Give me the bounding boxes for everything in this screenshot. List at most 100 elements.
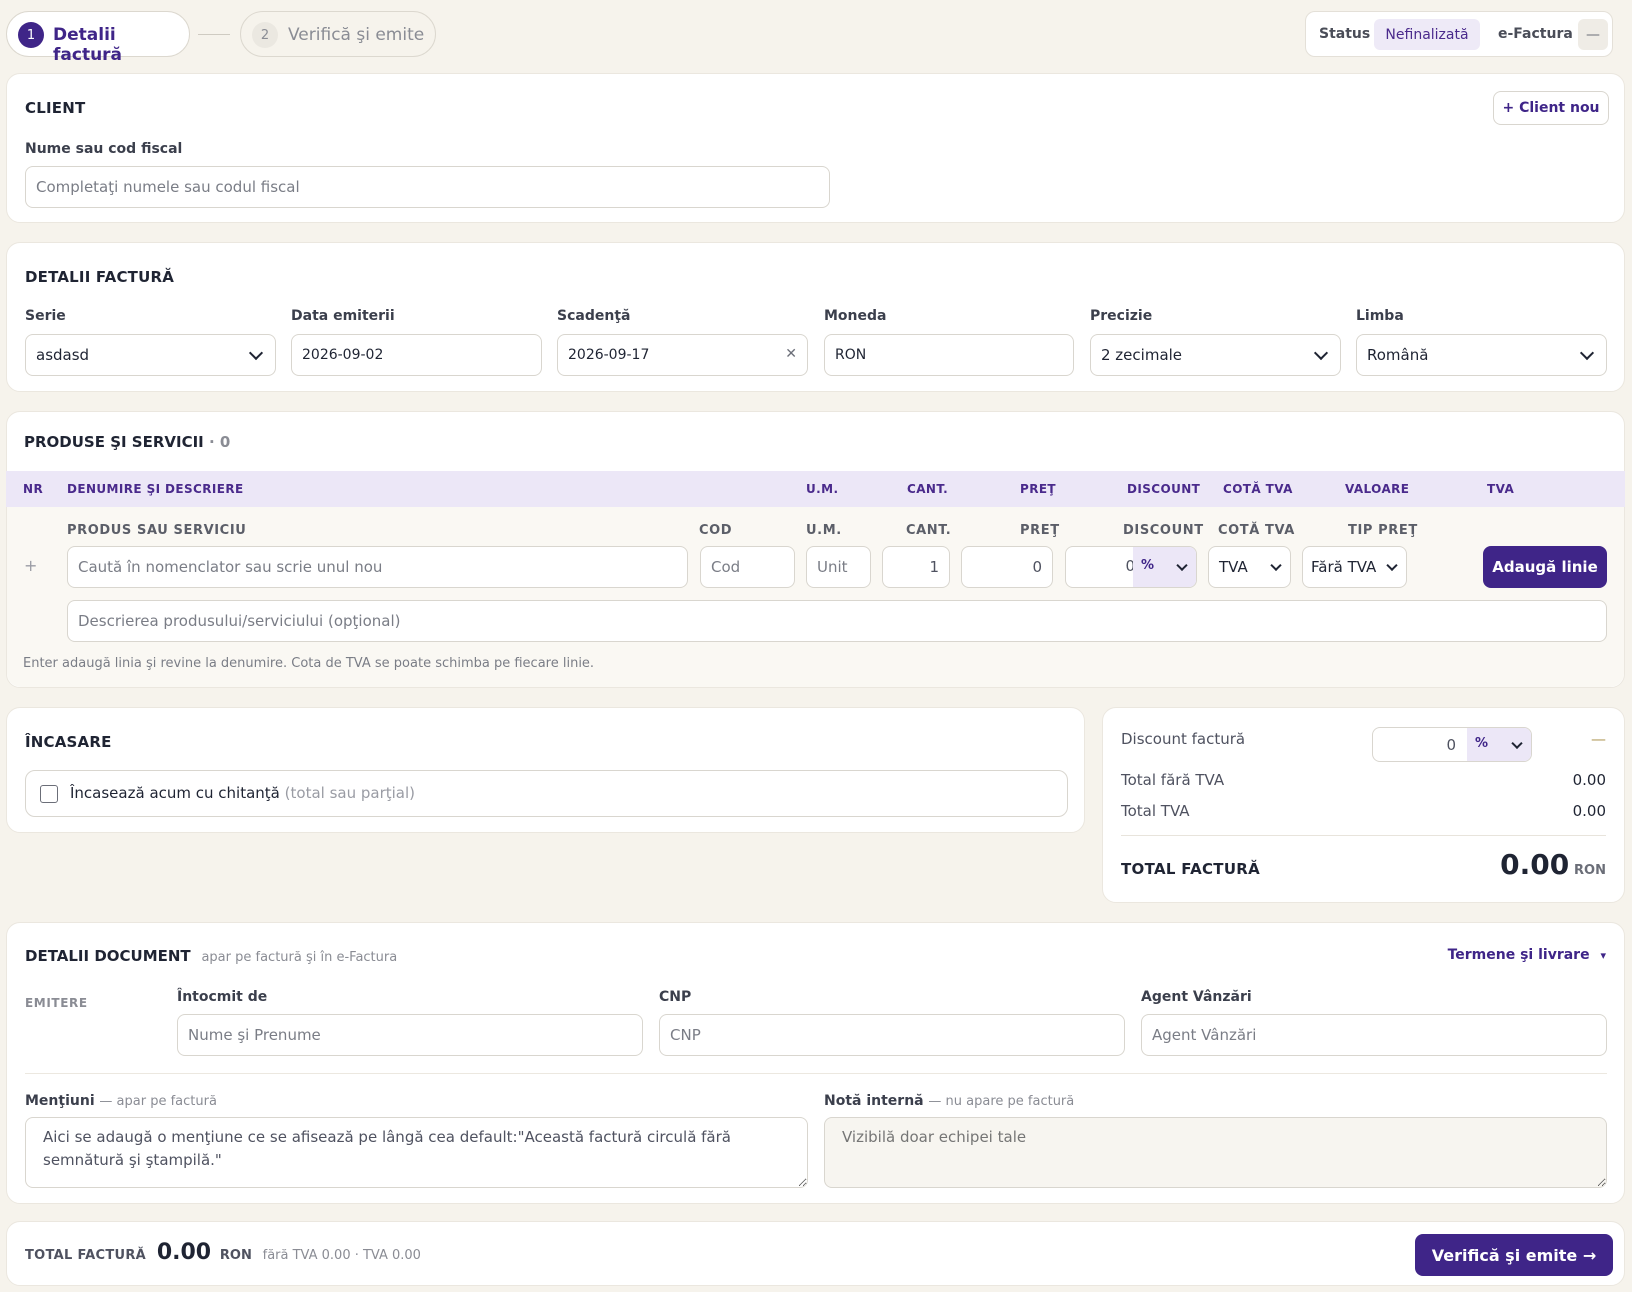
vat-total-value: 0.00 (1572, 802, 1606, 820)
serie-label: Serie (25, 308, 66, 324)
products-hint: Enter adaugă linia şi revine la denumire… (23, 656, 595, 671)
price-type-select[interactable]: Fără TVA (1302, 546, 1407, 588)
qty-input[interactable]: 1 (882, 546, 950, 588)
internal-note-label: Notă internă — nu apare pe factură (824, 1091, 1074, 1109)
payment-title: ÎNCASARE (25, 733, 112, 751)
add-line-button[interactable]: Adaugă linie (1483, 546, 1607, 588)
mentions-textarea[interactable]: Aici se adaugă o menţiune ce se afisează… (25, 1117, 808, 1188)
entry-col-discount: DISCOUNT (1123, 523, 1204, 538)
discount-input[interactable]: 0 % (1065, 546, 1197, 588)
entry-col-product: PRODUS SAU SERVICIU (67, 523, 247, 538)
mentions-label-text: Menţiuni (25, 1093, 95, 1109)
col-price: PREŢ (1020, 482, 1057, 496)
step-2-tab[interactable]: 2 Verifică şi emite (240, 11, 436, 57)
um-input[interactable]: Unit (806, 546, 871, 588)
subtotal-value: 0.00 (1572, 771, 1606, 789)
cnp-input[interactable]: CNP (659, 1014, 1125, 1056)
language-select[interactable]: Română (1356, 334, 1607, 376)
receipt-checkbox[interactable] (40, 785, 58, 803)
totals-divider (1121, 835, 1606, 836)
chevron-down-icon (1579, 345, 1595, 361)
price-input[interactable]: 0 (961, 546, 1053, 588)
invoice-discount-input[interactable]: 0 % (1372, 727, 1532, 762)
verify-and-issue-button[interactable]: Verifică şi emite → (1415, 1234, 1613, 1276)
vat-rate-value: TVA (1219, 558, 1248, 576)
chevron-down-icon (1270, 559, 1282, 572)
entry-col-price: PREŢ (1020, 523, 1060, 538)
receipt-option[interactable]: Încasează acum cu chitanţă (total sau pa… (25, 770, 1068, 817)
cnp-label: CNP (659, 989, 692, 1005)
serie-value: asdasd (36, 346, 90, 364)
grand-total: 0.00 RON (1500, 848, 1606, 881)
emitere-label: EMITERE (25, 996, 88, 1010)
document-title-text: DETALII DOCUMENT (25, 947, 191, 965)
client-title: CLIENT (25, 99, 86, 117)
col-vat: TVA (1487, 482, 1515, 496)
step-1-label: Detalii factură (53, 25, 123, 65)
footer-currency: RON (219, 1248, 252, 1263)
invoice-discount-unit-select[interactable] (1467, 728, 1531, 761)
products-title: PRODUSE ŞI SERVICII · 0 (24, 433, 230, 451)
issue-date-input[interactable]: 2026-09-02 (291, 334, 542, 376)
clear-icon[interactable]: ✕ (785, 346, 797, 362)
invoice-discount-label: Discount factură (1121, 730, 1246, 748)
entry-col-price-type: TIP PREŢ (1348, 523, 1418, 538)
footer-breakdown: fără TVA 0.00 · TVA 0.00 (262, 1248, 421, 1263)
currency-value: RON (835, 347, 867, 363)
step-2-number: 2 (252, 22, 278, 48)
step-connector (198, 34, 230, 35)
invoice-details-card: DETALII FACTURĂ Serie asdasd Data emiter… (6, 242, 1625, 392)
document-title: DETALII DOCUMENT apar pe factură şi în e… (25, 947, 397, 965)
grand-total-value: 0.00 (1500, 848, 1570, 881)
terms-delivery-toggle[interactable]: Termene şi livrare ▾ (1448, 947, 1606, 963)
totals-card: Discount factură 0 % — Total fără TVA 0.… (1102, 707, 1625, 903)
step-1-tab[interactable]: 1 Detalii factură (6, 11, 190, 65)
precision-label: Precizie (1090, 308, 1153, 324)
col-name: DENUMIRE ŞI DESCRIERE (67, 482, 244, 496)
currency-label: Moneda (824, 308, 887, 324)
col-um: U.M. (806, 482, 839, 496)
client-card: CLIENT + Client nou Nume sau cod fiscal … (6, 73, 1625, 223)
precision-value: 2 zecimale (1101, 346, 1183, 364)
discount-value: 0 (1125, 557, 1135, 575)
due-date-value: 2026-09-17 (568, 347, 650, 363)
payment-card: ÎNCASARE Încasează acum cu chitanţă (tot… (6, 707, 1085, 833)
client-search-input[interactable]: Completaţi numele sau codul fiscal (25, 166, 830, 208)
receipt-checkbox-label: Încasează acum cu chitanţă (total sau pa… (70, 784, 415, 802)
price-type-value: Fără TVA (1311, 558, 1377, 576)
discount-unit: % (1141, 558, 1155, 573)
vat-rate-select[interactable]: TVA (1208, 546, 1291, 588)
client-field-label: Nume sau cod fiscal (25, 141, 183, 157)
footer-total: TOTAL FACTURĂ 0.00 RON fără TVA 0.00 · T… (25, 1240, 421, 1265)
caret-down-icon: ▾ (1600, 949, 1606, 962)
agent-label: Agent Vânzări (1141, 989, 1252, 1005)
discount-unit-select[interactable] (1133, 547, 1196, 587)
new-client-button[interactable]: + Client nou (1493, 91, 1609, 125)
currency-input[interactable]: RON (824, 334, 1074, 376)
efactura-badge: — (1578, 19, 1608, 50)
due-date-input[interactable]: 2026-09-17 ✕ (557, 334, 808, 376)
step-1-number: 1 (18, 22, 44, 48)
internal-note-textarea[interactable] (824, 1117, 1607, 1188)
precision-select[interactable]: 2 zecimale (1090, 334, 1341, 376)
step-2-label: Verifică şi emite (288, 25, 425, 45)
code-input[interactable]: Cod (700, 546, 795, 588)
subtotal-label: Total fără TVA (1121, 771, 1225, 789)
col-vat-rate: COTĂ TVA (1223, 482, 1293, 496)
terms-delivery-label: Termene şi livrare (1447, 947, 1590, 963)
invoice-discount-amount: — (1591, 730, 1606, 748)
chevron-down-icon (1313, 345, 1329, 361)
prepared-by-input[interactable]: Nume şi Prenume (177, 1014, 643, 1056)
product-search-input[interactable]: Caută în nomenclator sau scrie unul nou (67, 546, 688, 588)
document-divider (25, 1073, 1607, 1074)
footer-bar: TOTAL FACTURĂ 0.00 RON fără TVA 0.00 · T… (6, 1221, 1625, 1286)
serie-select[interactable]: asdasd (25, 334, 276, 376)
description-input[interactable]: Descrierea produsului/serviciului (opţio… (67, 600, 1607, 642)
products-table-header (6, 471, 1625, 507)
issue-date-label: Data emiterii (291, 308, 395, 324)
efactura-label: e-Factura (1498, 26, 1573, 42)
document-subtitle: apar pe factură şi în e-Factura (201, 950, 398, 965)
agent-input[interactable]: Agent Vânzări (1141, 1014, 1607, 1056)
internal-note-label-text: Notă internă (824, 1093, 924, 1109)
status-label: Status (1319, 26, 1371, 42)
